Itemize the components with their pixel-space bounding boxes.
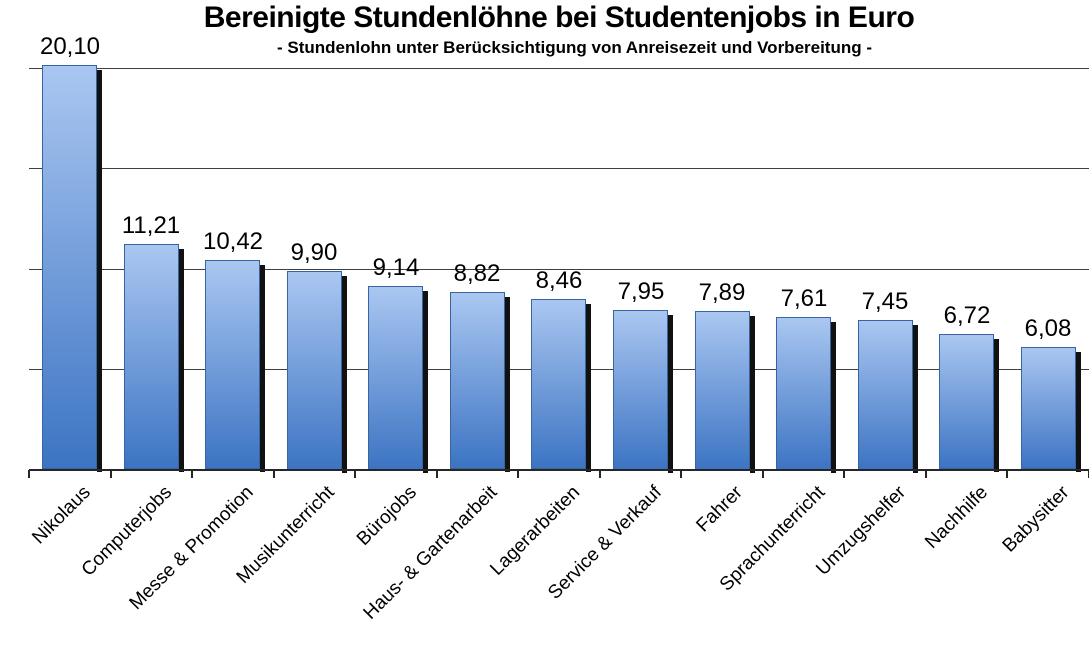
bar-value-label: 20,10 [39, 33, 101, 60]
bar-shadow [994, 339, 999, 472]
bar [42, 65, 97, 469]
bar [368, 286, 423, 470]
axis-tick [1006, 470, 1008, 478]
bar-value-label: 8,82 [453, 260, 501, 287]
bar-value-label: 11,21 [121, 212, 181, 239]
bar-shadow [1076, 352, 1081, 472]
axis-tick [28, 470, 30, 478]
category-label: Nachhilfe [920, 482, 992, 553]
bar [1021, 347, 1076, 469]
bar [205, 260, 260, 469]
category-label: Nikolaus [28, 482, 95, 549]
category-label: Babysitter [998, 482, 1073, 557]
bar [287, 271, 342, 470]
bar [858, 320, 913, 470]
category-label: Fahrer [692, 482, 747, 537]
category-label: Bürojobs [352, 482, 421, 550]
axis-tick [436, 470, 438, 478]
axis-tick [110, 470, 112, 478]
axis-tick [680, 470, 682, 478]
bar-shadow [750, 316, 755, 473]
bar-shadow [505, 297, 510, 472]
bar [124, 244, 179, 469]
bar-shadow [831, 322, 836, 473]
axis-tick [925, 470, 927, 478]
bar-shadow [97, 70, 102, 472]
bar-shadow [179, 249, 184, 472]
bar [776, 317, 831, 470]
category-label: Haus- & Gartenarbeit [360, 482, 502, 624]
bar [531, 299, 586, 469]
gridline [29, 68, 1089, 69]
bar-value-label: 8,46 [535, 267, 583, 294]
axis-tick [354, 470, 356, 478]
bar-value-label: 6,72 [943, 302, 991, 329]
bar-value-label: 6,08 [1024, 315, 1072, 342]
chart-subtitle: - Stundenlohn unter Berücksichtigung von… [276, 38, 873, 57]
bar-shadow [342, 276, 347, 473]
bar [450, 292, 505, 469]
gridline [29, 269, 1089, 270]
bar-shadow [668, 315, 673, 473]
bar-value-label: 7,45 [861, 288, 909, 315]
bar-value-label: 9,14 [372, 254, 420, 281]
axis-tick [843, 470, 845, 478]
chart-title: Bereinigte Stundenlöhne bei Studentenjob… [203, 1, 915, 34]
axis-tick [191, 470, 193, 478]
axis-tick [517, 470, 519, 478]
axis-tick [762, 470, 764, 478]
bar-value-label: 10,42 [202, 228, 264, 255]
bar-shadow [423, 291, 428, 473]
bar-shadow [586, 304, 591, 472]
bar-value-label: 7,61 [780, 285, 828, 312]
axis-tick [273, 470, 275, 478]
bar-shadow [913, 325, 918, 473]
bar-value-label: 7,95 [617, 278, 665, 305]
bar [613, 310, 668, 470]
bar-shadow [260, 265, 265, 472]
bar-value-label: 7,89 [698, 279, 746, 306]
x-axis-line [29, 469, 1089, 471]
axis-tick [599, 470, 601, 478]
bar [695, 311, 750, 470]
bar [939, 334, 994, 469]
bar-value-label: 9,90 [290, 239, 338, 266]
gridline [29, 168, 1089, 169]
